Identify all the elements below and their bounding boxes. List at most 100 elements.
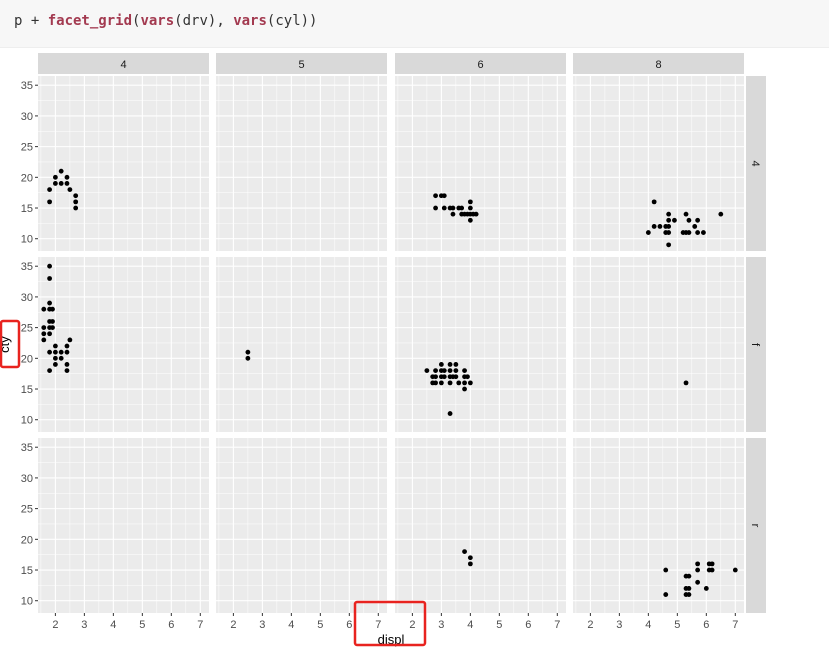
data-point (433, 368, 438, 373)
panel-background (395, 76, 566, 251)
data-point (462, 386, 467, 392)
data-point (47, 349, 52, 355)
data-point (41, 331, 47, 337)
code-function-vars-2: vars (233, 13, 267, 29)
data-point (441, 368, 447, 373)
code-arg-cyl: (cyl)) (266, 13, 318, 29)
data-point (64, 362, 70, 367)
x-tick-label: 4 (288, 619, 294, 631)
row-strip-r (746, 438, 766, 613)
data-point (651, 224, 657, 229)
panel-f-4 (38, 257, 209, 432)
x-tick-label: 4 (110, 619, 116, 631)
code-function-facet-grid: facet_grid (47, 13, 133, 29)
data-point (666, 242, 672, 248)
data-point (645, 230, 651, 235)
data-point (732, 567, 738, 573)
data-point (73, 193, 79, 199)
data-point (50, 319, 55, 324)
data-point (683, 211, 689, 217)
x-tick-label: 6 (525, 619, 531, 631)
data-point (695, 230, 701, 235)
panel-background (395, 257, 566, 432)
panel-background (573, 76, 744, 251)
data-point (467, 217, 473, 223)
y-tick-label: 15 (21, 384, 33, 396)
y-tick-label: 15 (21, 565, 33, 577)
data-point (453, 368, 459, 373)
data-point (447, 411, 453, 416)
xlabel-highlight-box (353, 600, 427, 647)
col-strip-label: 4 (120, 59, 126, 71)
y-tick-label: 30 (21, 292, 33, 304)
data-point (41, 306, 47, 312)
col-strip-label: 6 (477, 59, 483, 71)
x-tick-label: 2 (230, 619, 236, 631)
panel-background (216, 76, 387, 251)
data-point (47, 199, 52, 205)
panel-f-5 (216, 257, 387, 432)
x-tick-label: 6 (346, 619, 352, 631)
data-point (473, 211, 479, 217)
panel-r-8 (573, 438, 744, 613)
data-point (467, 199, 473, 205)
data-point (666, 211, 672, 217)
data-point (459, 205, 465, 211)
code-line: p + facet_grid(vars(drv), vars(cyl)) (14, 13, 317, 29)
data-point (467, 380, 473, 386)
panel-f-6 (395, 257, 566, 432)
data-point (695, 561, 701, 567)
data-point (52, 355, 58, 361)
data-point (52, 181, 58, 186)
data-point (467, 561, 473, 567)
y-tick-label: 25 (21, 142, 33, 154)
facet-plot: 4 5 6 8 4 f r 10 15 20 25 30 35 10 15 20 25 30 35 10 15 20 25 3… (0, 47, 829, 658)
data-point (73, 205, 79, 211)
row-strip-label: f (749, 343, 761, 347)
code-prompt: p + (14, 13, 48, 29)
panel-4-8 (573, 76, 744, 251)
code-arg-drv: (drv), (174, 13, 234, 29)
col-strip-label: 8 (655, 59, 661, 71)
data-point (695, 217, 701, 223)
data-point (52, 174, 58, 180)
x-tick-label: 2 (587, 619, 593, 631)
data-point (703, 586, 709, 591)
data-point (47, 263, 52, 269)
col-strip-4 (38, 53, 209, 74)
data-point (58, 181, 64, 186)
x-tick-label: 5 (139, 619, 145, 631)
panel-r-5 (216, 438, 387, 613)
x-tick-label: 2 (409, 619, 415, 631)
data-point (47, 276, 52, 281)
data-point (52, 349, 58, 355)
y-axis-title: cty (0, 336, 12, 353)
data-point (438, 362, 444, 367)
data-point (467, 555, 473, 561)
x-tick-label: 7 (197, 619, 203, 631)
y-tick-label: 25 (21, 323, 33, 335)
data-point (47, 187, 52, 192)
data-point (663, 567, 669, 573)
y-tick-label: 20 (21, 534, 33, 546)
x-tick-label: 5 (674, 619, 680, 631)
data-point (462, 549, 467, 554)
panel-background (216, 257, 387, 432)
data-point (709, 561, 715, 567)
y-tick-label: 20 (21, 172, 33, 184)
y-tick-label: 30 (21, 111, 33, 123)
data-point (50, 325, 55, 331)
data-point (695, 567, 701, 573)
data-point (58, 349, 64, 355)
data-point (58, 355, 64, 361)
data-point (447, 362, 453, 367)
x-tick-label: 6 (168, 619, 174, 631)
x-tick-label: 2 (52, 619, 58, 631)
col-strip-6 (395, 53, 566, 74)
data-point (718, 211, 724, 217)
data-point (683, 380, 689, 386)
data-point (672, 217, 677, 223)
data-point (245, 349, 251, 355)
data-point (41, 337, 47, 343)
code-block: p + facet_grid(vars(drv), vars(cyl)) (0, 0, 829, 48)
